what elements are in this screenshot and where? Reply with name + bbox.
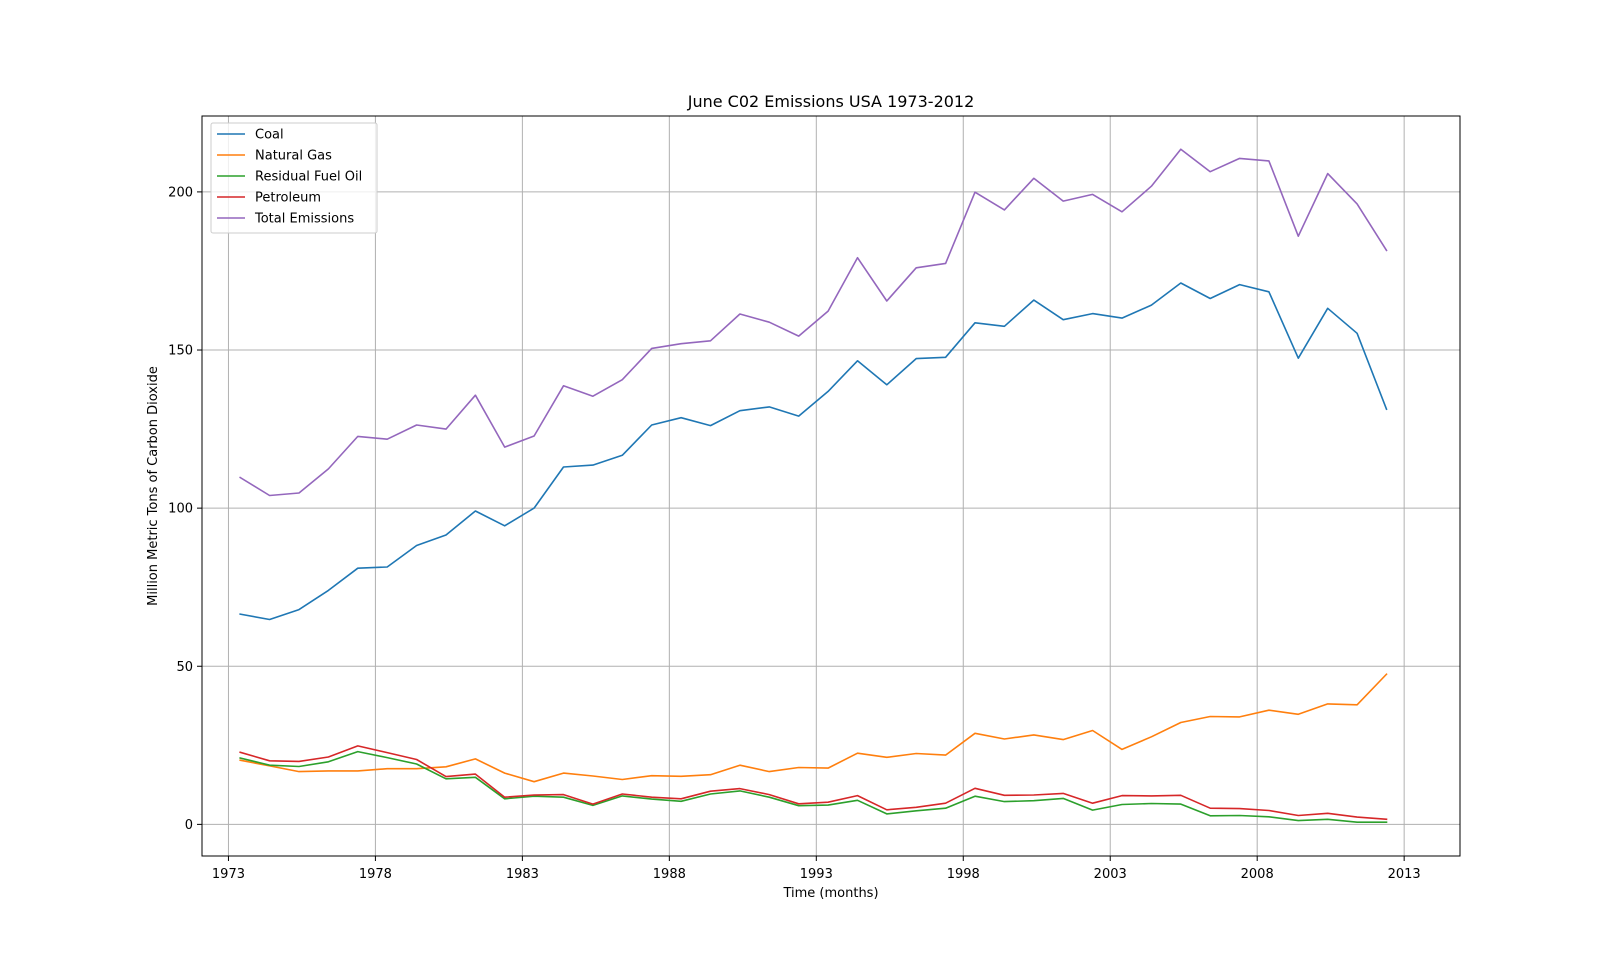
legend-label-residual-fuel-oil: Residual Fuel Oil [255, 170, 362, 185]
x-tick-label: 2003 [1094, 867, 1127, 882]
y-tick-label: 100 [168, 502, 193, 517]
plot-area-background [202, 116, 1460, 856]
series-line-petroleum [239, 745, 1388, 821]
y-tick-label: 150 [168, 344, 193, 359]
x-tick-label: 1973 [212, 867, 245, 882]
x-axis: 1973 1978 1983 1988 1993 1998 2003 2008 2013 [212, 856, 1421, 882]
legend-box [210, 122, 378, 234]
legend-label-total-emissions: Total Emissions [254, 212, 354, 227]
legend: Coal Natural Gas Residual Fuel Oil Petroleu… [210, 122, 378, 234]
legend-label-natural-gas: Natural Gas [255, 149, 332, 164]
legend-label-petroleum: Petroleum [255, 191, 321, 206]
chart-title: June C02 Emissions USA 1973-2012 [687, 92, 975, 111]
y-axis-title: Million Metric Tons of Carbon Dioxide [146, 366, 161, 606]
series-line-coal [239, 282, 1388, 621]
x-tick-label: 1993 [800, 867, 833, 882]
series-line-residual-fuel-oil [239, 750, 1388, 824]
y-axis: 0 50 100 150 200 [168, 185, 202, 833]
x-tick-label: 2013 [1388, 867, 1421, 882]
plot-area-frame [201, 115, 1461, 857]
grid [202, 116, 1460, 856]
x-tick-label: 2008 [1241, 867, 1274, 882]
x-axis-title: Time (months) [782, 886, 878, 901]
x-tick-label: 1978 [359, 867, 392, 882]
y-tick-label: 200 [168, 185, 193, 200]
y-tick-label: 50 [176, 660, 193, 675]
x-tick-label: 1988 [653, 867, 686, 882]
y-tick-label: 0 [185, 818, 193, 833]
series-lines [239, 148, 1388, 824]
x-tick-label: 1983 [506, 867, 539, 882]
x-tick-label: 1998 [947, 867, 980, 882]
series-line-total-emissions [239, 148, 1388, 497]
legend-label-coal: Coal [255, 128, 284, 143]
